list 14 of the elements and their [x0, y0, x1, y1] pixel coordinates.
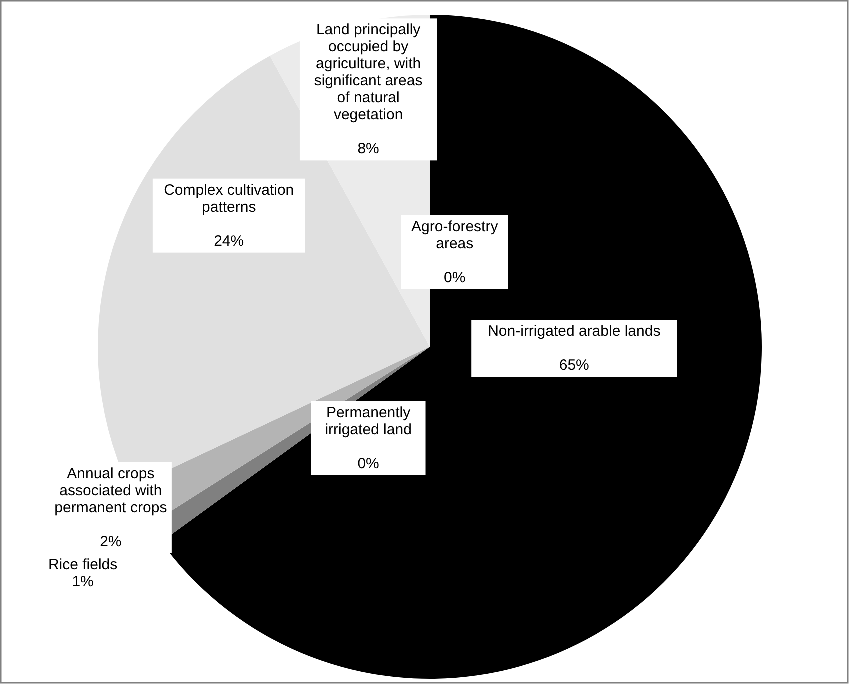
slice-label: Rice fields — [48, 556, 118, 574]
slice-label: Annual crops associated with permanent crops — [54, 466, 168, 516]
data-label: 2% — [100, 534, 122, 550]
data-label: 8% — [358, 140, 380, 158]
slice-label: Complex cultivation patterns — [164, 182, 294, 216]
slice-label: Land principally occupied by agriculture, with significant areas of natural vegetation — [314, 22, 423, 124]
data-label: 1% — [72, 573, 94, 590]
data-label: 65% — [559, 357, 590, 374]
slice-label: Non-irrigated arable lands — [488, 323, 661, 340]
category-label: Permanently irrigated land — [325, 404, 412, 438]
category-label: Agro-forestry areas — [412, 218, 498, 252]
data-label: 24% — [214, 232, 244, 250]
text: 0% — [358, 455, 380, 472]
text: 0% — [444, 269, 466, 286]
